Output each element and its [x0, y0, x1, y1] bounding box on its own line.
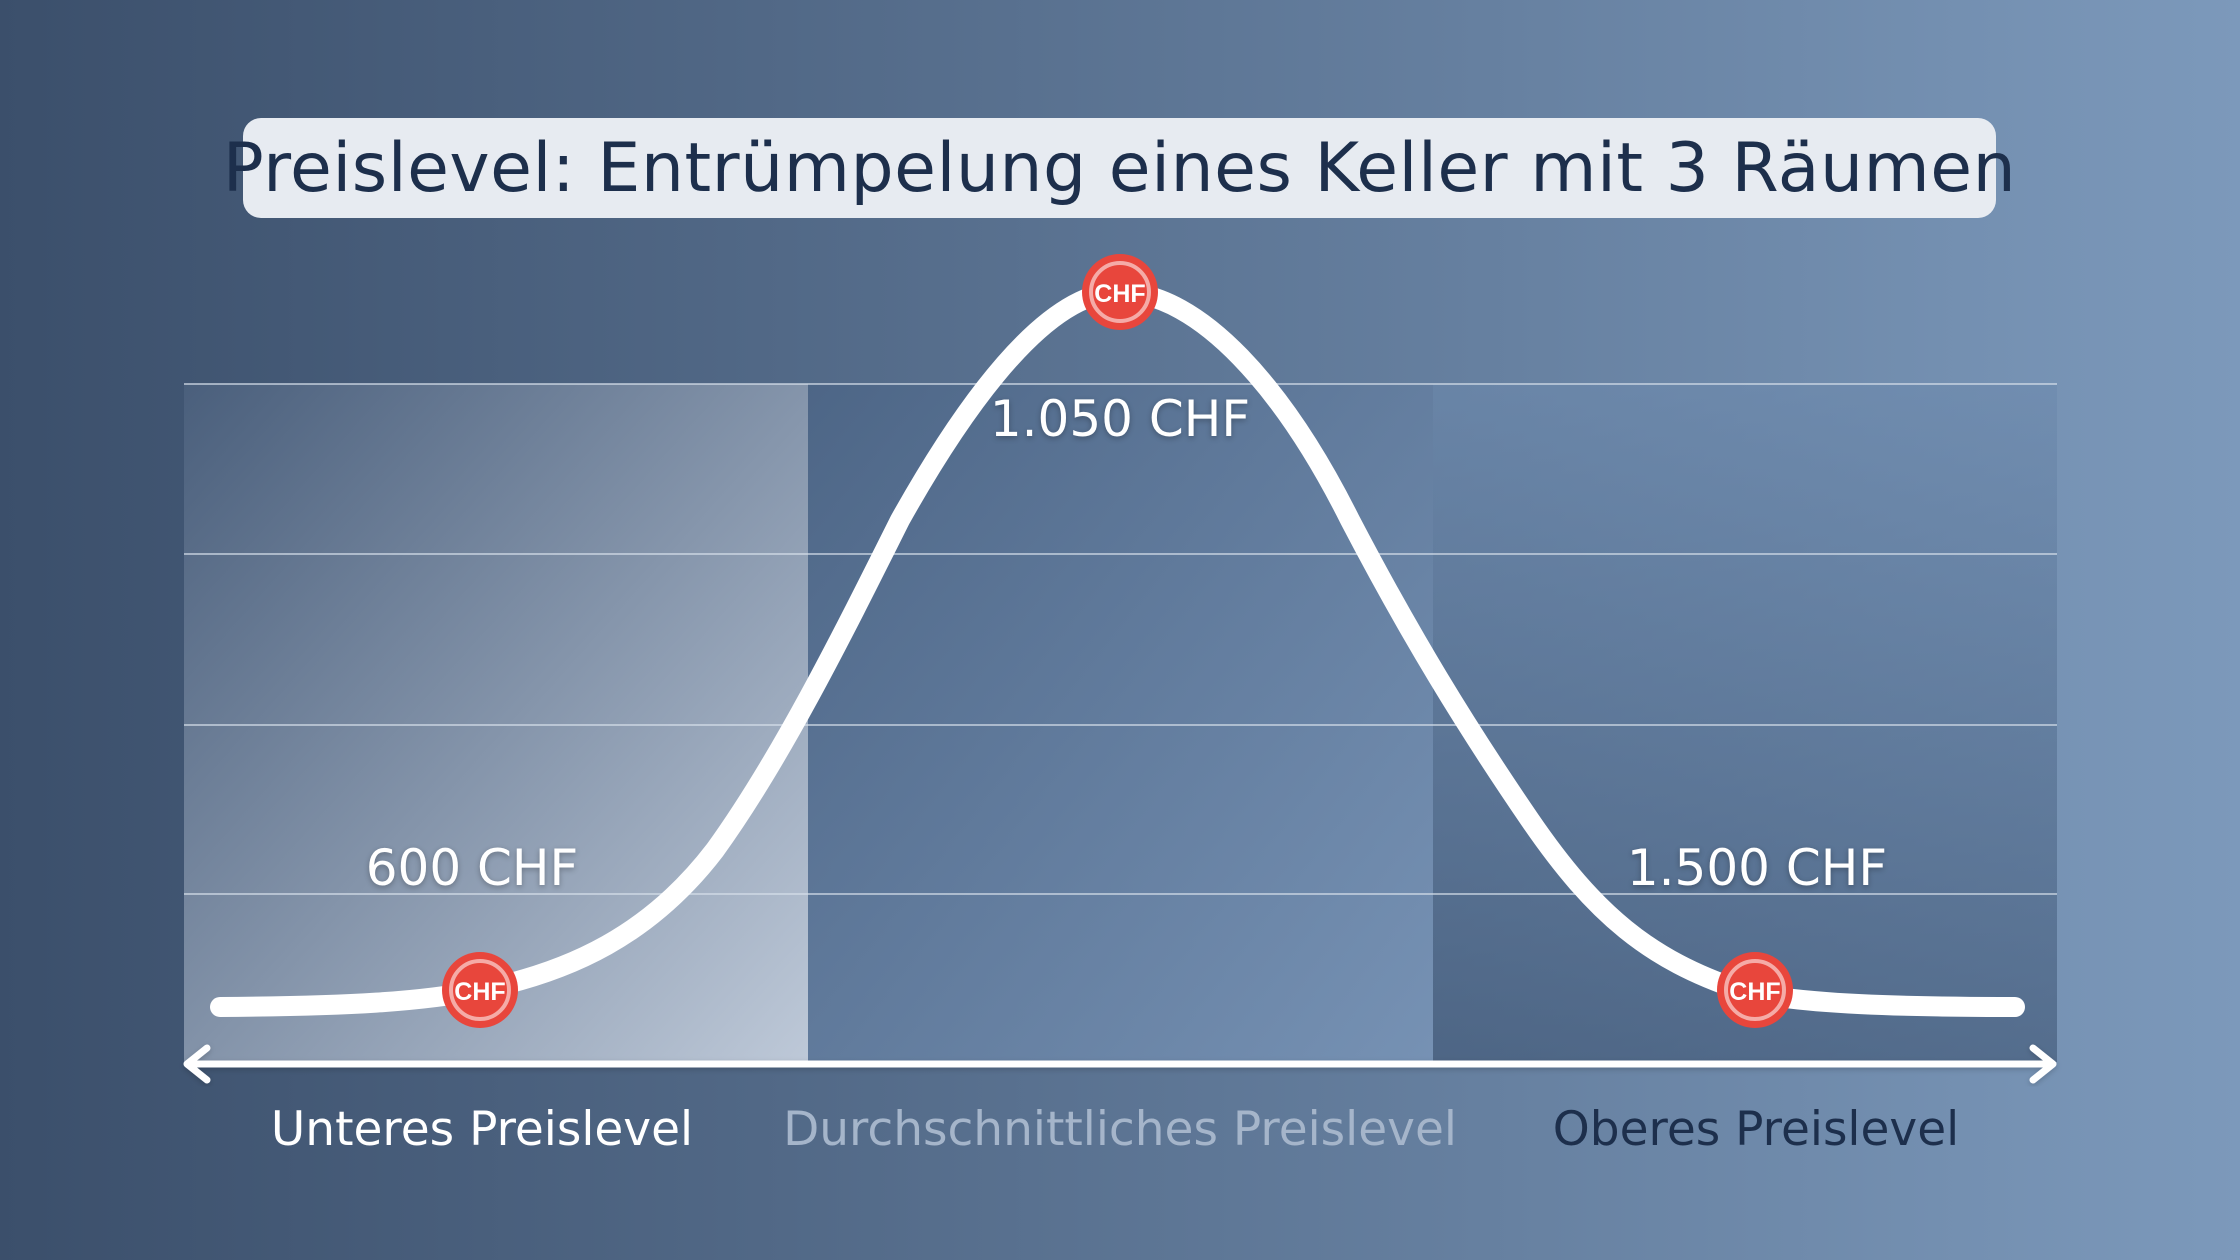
chf-marker-high: CHF: [1717, 952, 1793, 1028]
grid-lines: [184, 383, 2057, 895]
chf-coin-ring: [449, 959, 511, 1021]
chf-coin-text: CHF: [454, 978, 505, 1006]
band-unteres-preislevel: [184, 384, 808, 1062]
title-box: Preislevel: Entrümpelung eines Keller mi…: [222, 118, 2017, 218]
category-label-oberes-preislevel: Oberes Preislevel: [1552, 1102, 1960, 1157]
chf-coin-icon: [1717, 952, 1793, 1028]
category-label-durchschnittliches-preislevel: Durchschnittliches Preislevel: [783, 1102, 1457, 1157]
category-label-unteres-preislevel: Unteres Preislevel: [270, 1102, 694, 1157]
chf-coin-text: CHF: [1094, 280, 1145, 308]
page-title: Preislevel: Entrümpelung eines Keller mi…: [222, 128, 2017, 208]
axis-arrow-right-head: [2029, 1044, 2057, 1084]
chf-coin-ring: [1089, 261, 1151, 323]
chf-coin-text: CHF: [1729, 978, 1780, 1006]
chf-marker-low: CHF: [442, 952, 518, 1028]
chf-coin-icon: [1082, 254, 1158, 330]
chf-coin-ring: [1724, 959, 1786, 1021]
price-label-low: 600 CHF: [365, 839, 579, 897]
axis-arrow-left-head: [183, 1044, 211, 1084]
price-label-high: 1.500 CHF: [1626, 839, 1888, 897]
chf-coin-icon: [442, 952, 518, 1028]
chf-marker-average: CHF: [1082, 254, 1158, 330]
price-label-average: 1.050 CHF: [989, 390, 1251, 448]
band-oberes-preislevel: [1433, 384, 2057, 1062]
axis-arrow: [183, 1044, 2057, 1084]
